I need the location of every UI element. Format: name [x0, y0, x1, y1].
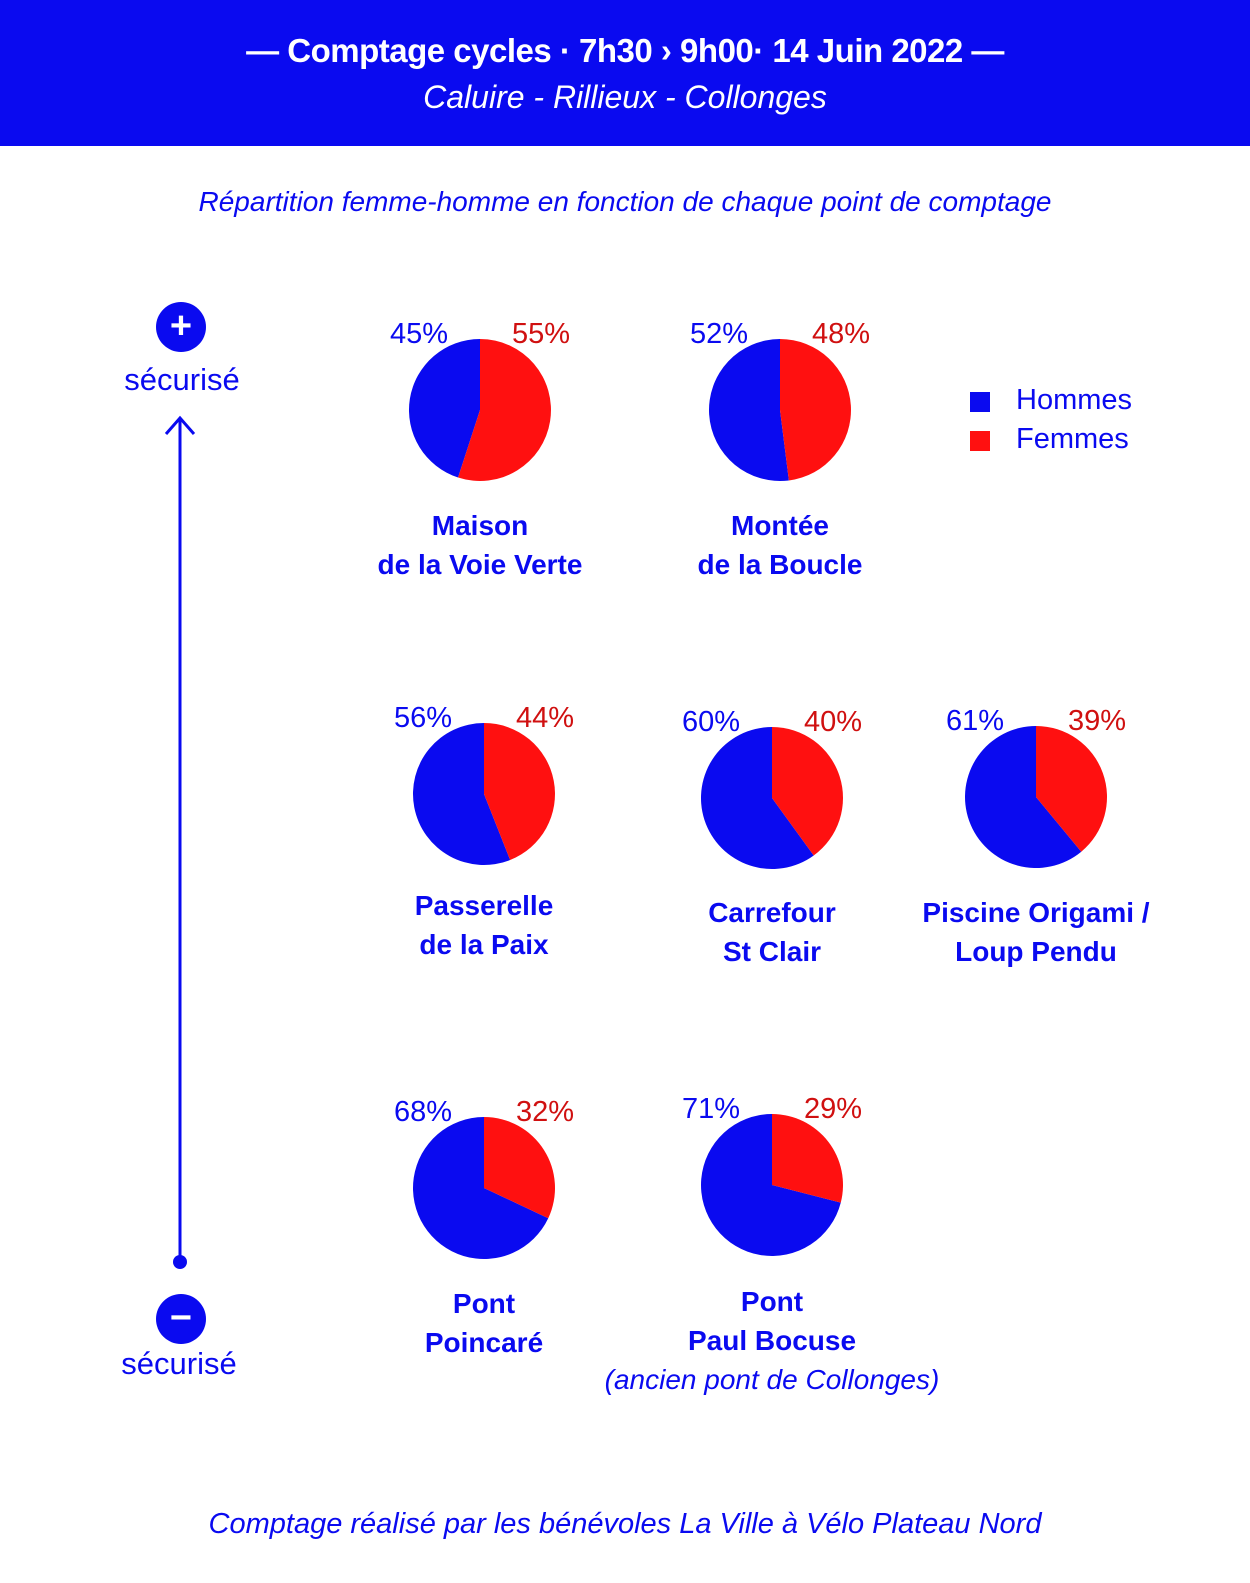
pie-name-line1: Pont	[740, 1286, 804, 1317]
pie-name-line2: de la Paix	[419, 929, 549, 960]
pie-note: (ancien pont de Collonges)	[604, 1364, 940, 1395]
pie-slice-hommes	[412, 1117, 549, 1259]
pie-slice-femmes	[458, 339, 551, 481]
pct-hommes-label: 60%	[681, 706, 740, 738]
pie-slice-hommes	[709, 339, 789, 481]
pie-slice-femmes	[772, 727, 843, 856]
axis-arrow	[164, 415, 196, 1269]
pie-slice-hommes	[965, 726, 1082, 868]
pct-hommes-label: 71%	[681, 1093, 740, 1125]
pie-name-line1: Montée	[731, 510, 829, 541]
pct-femmes-label: 48%	[812, 318, 871, 350]
pie-slice-hommes	[408, 339, 480, 478]
pct-hommes-label: 61%	[945, 705, 1004, 737]
pie-name-line2: Loup Pendu	[955, 936, 1117, 967]
footer-credit: Comptage réalisé par les bénévoles La Vi…	[208, 1508, 1042, 1540]
minus-icon: −	[156, 1294, 206, 1344]
pct-femmes-label: 40%	[804, 706, 863, 738]
legend-swatch-hommes	[970, 392, 990, 412]
pie-name-line2: Paul Bocuse	[687, 1325, 857, 1356]
pie-chart	[408, 339, 551, 481]
chart-subtitle: Répartition femme-homme en fonction de c…	[198, 186, 1052, 217]
pie-name-line2: St Clair	[722, 936, 822, 967]
page-title: — Comptage cycles · 7h30 › 9h00· 14 Juin…	[246, 32, 1004, 69]
legend-label-femmes: Femmes	[1016, 423, 1129, 455]
pie-slice-femmes	[1036, 726, 1108, 852]
pie-slice-hommes	[701, 1114, 841, 1256]
axis-bottom-label: sécurisé	[121, 1346, 237, 1381]
pie-chart	[709, 339, 852, 481]
pie-name-line1: Passerelle	[414, 890, 554, 921]
pie-slice-hommes	[412, 723, 511, 865]
pie-chart	[965, 726, 1108, 868]
pie-slice-femmes	[780, 339, 852, 481]
pie-slice-hommes	[700, 727, 814, 869]
pie-chart	[701, 1114, 844, 1256]
legend-label-hommes: Hommes	[1016, 384, 1133, 416]
pct-hommes-label: 68%	[393, 1096, 452, 1128]
pie-name-line1: Piscine Origami /	[922, 897, 1150, 928]
pie-chart	[412, 723, 555, 865]
pct-hommes-label: 52%	[689, 318, 748, 350]
pct-femmes-label: 32%	[516, 1096, 575, 1128]
legend-swatch-femmes	[970, 431, 990, 451]
pie-name-line1: Carrefour	[708, 897, 836, 928]
pie-slice-femmes	[772, 1114, 844, 1203]
pct-femmes-label: 55%	[512, 318, 571, 350]
header-banner: — Comptage cycles · 7h30 › 9h00· 14 Juin…	[0, 0, 1250, 146]
pie-name-line1: Maison	[431, 510, 529, 541]
pie-name-line2: Poincaré	[424, 1327, 544, 1358]
pct-hommes-label: 56%	[393, 702, 452, 734]
pie-slice-femmes	[484, 723, 555, 861]
page-subtitle: Caluire - Rillieux - Collonges	[423, 79, 827, 115]
pct-femmes-label: 44%	[516, 702, 575, 734]
pct-hommes-label: 45%	[389, 318, 448, 350]
arrow-up-icon	[164, 415, 196, 435]
plus-icon: +	[156, 302, 206, 352]
axis-end-dot	[173, 1255, 187, 1269]
axis-top-label: sécurisé	[124, 362, 240, 397]
pie-chart	[700, 727, 843, 869]
pie-name-line2: de la Voie Verte	[377, 549, 583, 580]
pie-name-line2: de la Boucle	[697, 549, 863, 580]
pct-femmes-label: 39%	[1068, 705, 1127, 737]
pie-slice-femmes	[484, 1117, 555, 1219]
pct-femmes-label: 29%	[804, 1093, 863, 1125]
pie-chart	[412, 1117, 555, 1259]
pie-name-line1: Pont	[452, 1288, 516, 1319]
